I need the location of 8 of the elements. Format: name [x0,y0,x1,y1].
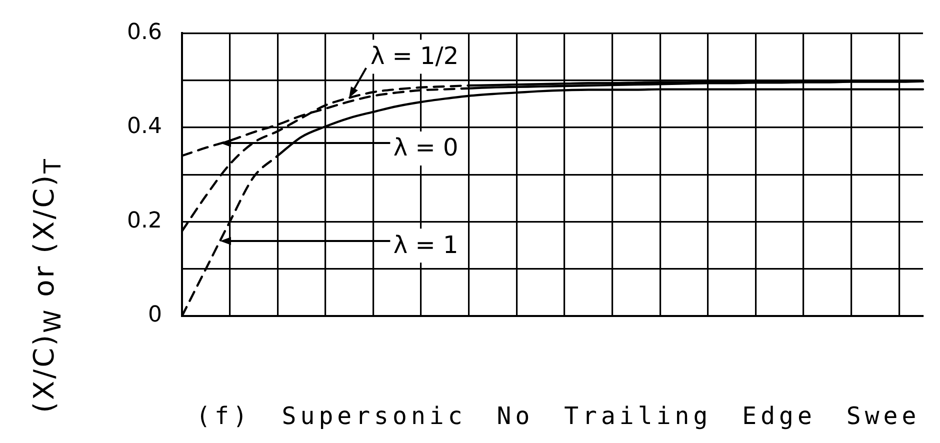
y-tick-label: 0.4 [127,114,162,140]
series-label: λ = 0 [393,134,458,162]
y-tick-label: 0 [148,302,162,328]
text: λ = 1 [393,230,458,259]
y-tick-label: 0.6 [127,20,162,45]
text: (f) Supersonic No Trailing Edge Swee [196,402,920,430]
series-label: λ = 1/2 [370,42,459,70]
y-tick-label: 0.2 [127,208,162,234]
